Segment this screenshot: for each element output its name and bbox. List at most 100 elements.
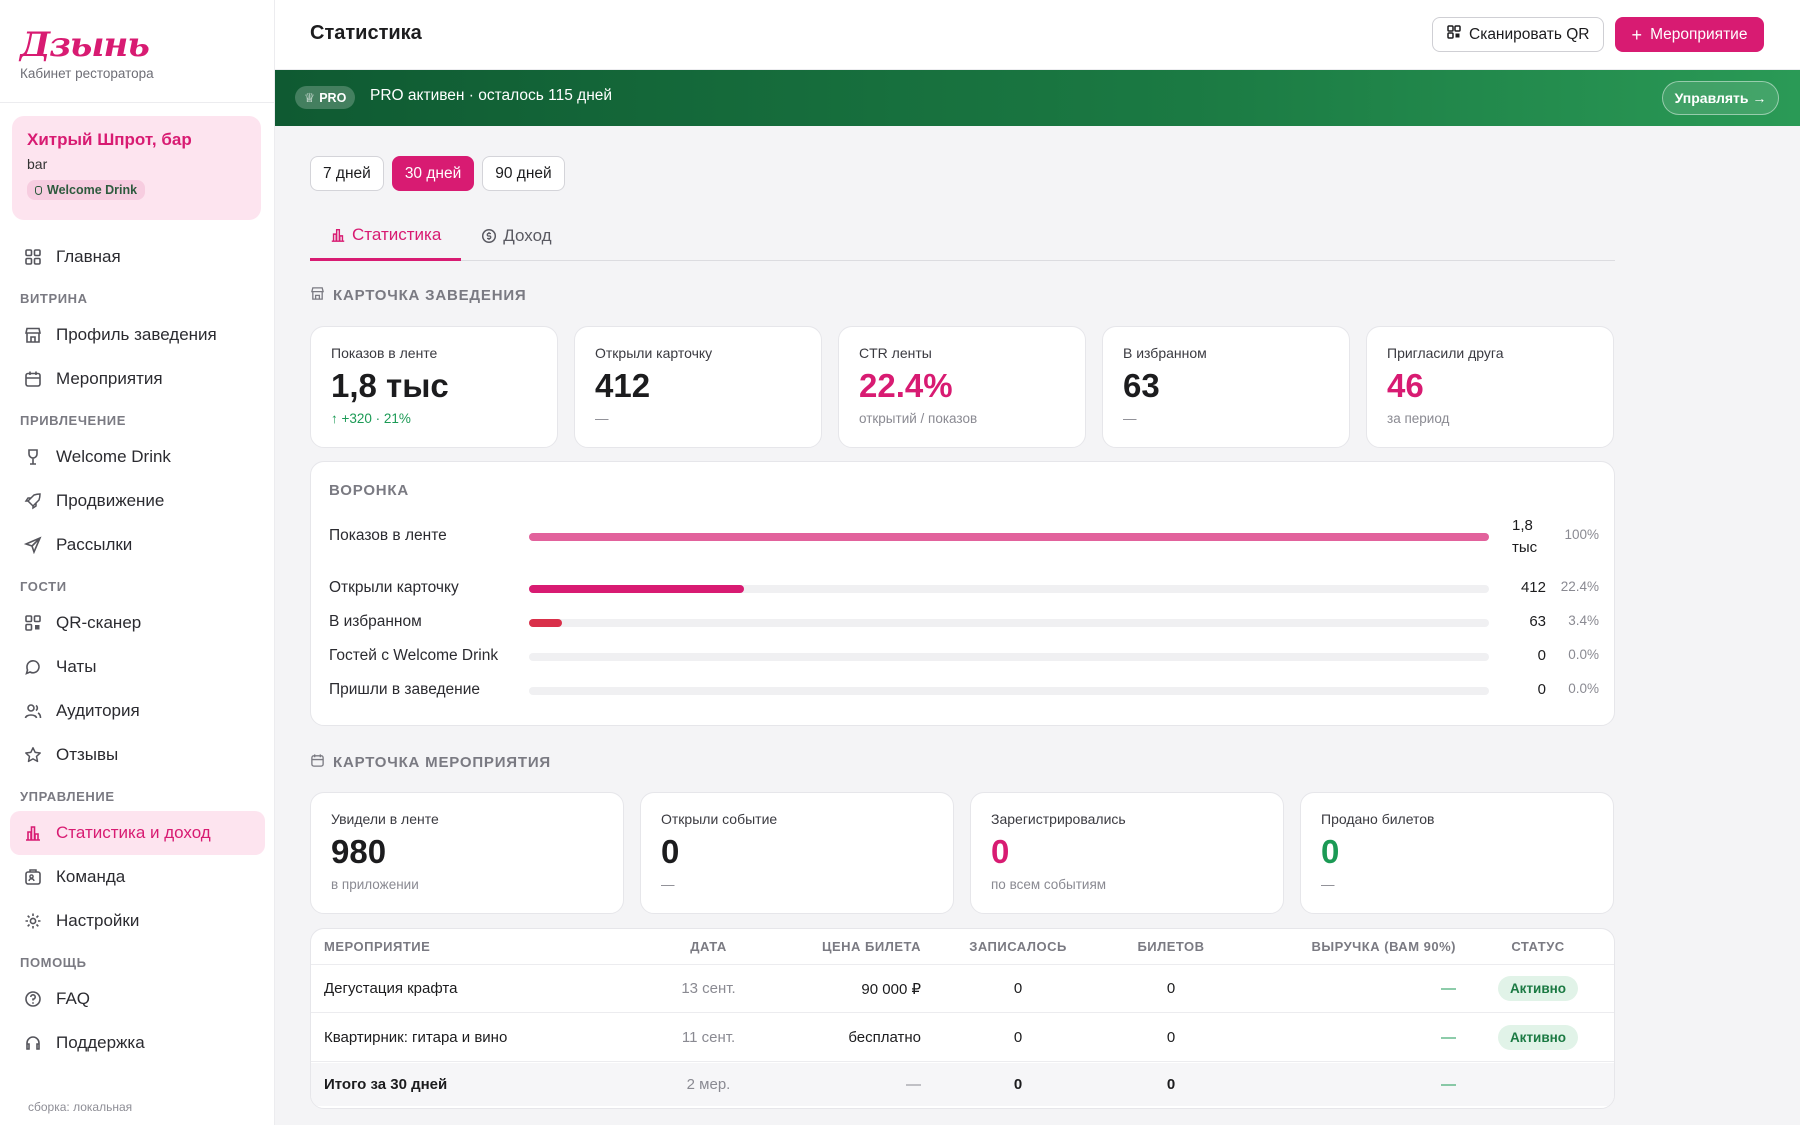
- kpi-label: Зарегистрировались: [991, 811, 1126, 827]
- sidebar-item-rocket[interactable]: Продвижение: [10, 479, 265, 523]
- kpi-subtext: ↑ +320 · 21%: [331, 411, 411, 426]
- sidebar-item-send[interactable]: Рассылки: [10, 523, 265, 567]
- sidebar-item-team[interactable]: Команда: [10, 855, 265, 899]
- funnel-row-label: Показов в ленте: [329, 527, 447, 544]
- rocket-icon: [24, 492, 42, 510]
- kpi-label: Продано билетов: [1321, 811, 1435, 827]
- nav-section-heading: УПРАВЛЕНИЕ: [20, 789, 115, 804]
- funnel-row: Пришли в заведение 0 0.0%: [329, 679, 1599, 703]
- help-circle-icon: [24, 990, 42, 1008]
- tab-statistics[interactable]: Статистика: [310, 211, 462, 261]
- venue-type: bar: [27, 156, 48, 172]
- funnel-bar-track: [529, 585, 1489, 593]
- add-event-button[interactable]: + Мероприятие: [1615, 17, 1764, 52]
- welcome-drink-badge: Welcome Drink: [27, 180, 146, 200]
- sidebar-item-store[interactable]: Профиль заведения: [10, 313, 265, 357]
- pro-banner: ♕ PRO PRO активен · осталось 115 дней Уп…: [275, 70, 1800, 126]
- funnel-row-value: 1,8 тыс: [1512, 517, 1538, 556]
- tab-income[interactable]: Доход: [461, 211, 571, 261]
- cell-price: 90 000 ₽: [861, 980, 921, 998]
- event-kpi-row: Увидели в ленте 980 в приложении Открыли со…: [310, 792, 1614, 914]
- sidebar-item-help-circle[interactable]: FAQ: [10, 977, 265, 1021]
- table-row[interactable]: Квартирник: гитара и вино 11 сент. бесплат…: [311, 1014, 1614, 1062]
- sidebar-item-label: QR-сканер: [56, 613, 142, 632]
- cell-status: Активно: [1473, 1014, 1603, 1061]
- kpi-value: 22.4%: [859, 367, 953, 404]
- sidebar-item-chat[interactable]: Чаты: [10, 645, 265, 689]
- sidebar-item-label: Welcome Drink: [56, 447, 171, 466]
- kpi-value: 0: [661, 833, 680, 870]
- kpi-card: В избранном 63 —: [1102, 326, 1350, 448]
- kpi-label: Показов в ленте: [331, 345, 438, 361]
- funnel-bar-fill: [529, 619, 562, 627]
- event-card-section-label: КАРТОЧКА МЕРОПРИЯТИЯ: [333, 754, 551, 771]
- qr-icon: [1447, 25, 1461, 44]
- sidebar-item-headset[interactable]: Поддержка: [10, 1021, 265, 1065]
- bar-chart-icon: [24, 824, 42, 842]
- funnel-bar-track: [529, 653, 1489, 661]
- nav-section-heading: ВИТРИНА: [20, 291, 88, 306]
- sidebar-item-qr[interactable]: QR-сканер: [10, 601, 265, 645]
- kpi-label: Пригласили друга: [1387, 345, 1504, 361]
- sidebar-item-bar-chart[interactable]: Статистика и доход: [10, 811, 265, 855]
- users-icon: [24, 702, 42, 720]
- funnel-row: Показов в ленте 1,8 тыс 100%: [329, 517, 1599, 556]
- venue-kpi-row: Показов в ленте 1,8 тыс ↑ +320 · 21% Открыл…: [310, 326, 1614, 448]
- kpi-subtext: —: [595, 411, 609, 426]
- table-header-row: МЕРОПРИЯТИЕ ДАТА ЦЕНА БИЛЕТА ЗАПИСАЛОСЬ БИЛЕ…: [311, 929, 1614, 965]
- kpi-card: Показов в ленте 1,8 тыс ↑ +320 · 21%: [310, 326, 558, 448]
- kpi-card: Зарегистрировались 0 по всем событиям: [970, 792, 1284, 914]
- cell-registered: 0: [1013, 1029, 1023, 1046]
- wine-glass-icon: [35, 185, 42, 195]
- tab-label: Статистика: [352, 224, 442, 244]
- cell-revenue: —: [1441, 980, 1456, 997]
- sidebar-item-label: Настройки: [56, 911, 140, 930]
- period-button[interactable]: 30 дней: [391, 156, 475, 191]
- kpi-value: 0: [1321, 833, 1340, 870]
- funnel-row-percent: 22.4%: [1560, 579, 1599, 594]
- funnel-row: Открыли карточку 412 22.4%: [329, 577, 1599, 601]
- funnel-row-label: Гостей с Welcome Drink: [329, 647, 499, 664]
- period-button[interactable]: 7 дней: [310, 156, 384, 191]
- sidebar-item-grid[interactable]: Главная: [10, 235, 265, 279]
- sidebar-item-label: Команда: [56, 867, 126, 886]
- kpi-subtext: —: [1123, 411, 1137, 426]
- total-price: —: [906, 1076, 921, 1093]
- table-row[interactable]: Дегустация крафта 13 сент. 90 000 ₽ 0 0 — Акти…: [311, 965, 1614, 1013]
- scan-qr-button[interactable]: Сканировать QR: [1432, 17, 1605, 52]
- column-header: БИЛЕТОВ: [1137, 939, 1205, 954]
- sidebar-item-users[interactable]: Аудитория: [10, 689, 265, 733]
- funnel-row-percent: 100%: [1564, 527, 1599, 542]
- kpi-card: Пригласили друга 46 за период: [1366, 326, 1614, 448]
- qr-icon: [24, 614, 42, 632]
- sidebar-nav: Главная ВИТРИНА Профиль заведения Мероприят…: [0, 235, 275, 1065]
- tabs: Статистика Доход: [310, 211, 1615, 261]
- funnel-row-percent: 3.4%: [1568, 613, 1599, 628]
- funnel-row-value: 63: [1529, 613, 1546, 630]
- kpi-value: 63: [1123, 367, 1160, 404]
- gear-icon: [24, 912, 42, 930]
- sidebar-item-label: Отзывы: [56, 745, 119, 764]
- kpi-subtext: в приложении: [331, 877, 419, 892]
- pro-status-text: PRO активен · осталось 115 дней: [370, 87, 613, 104]
- sidebar-item-wine-glass[interactable]: Welcome Drink: [10, 435, 265, 479]
- brand-logo[interactable]: Дзынь: [20, 25, 150, 65]
- funnel-title: ВОРОНКА: [329, 482, 410, 499]
- manage-pro-button[interactable]: Управлять →: [1662, 81, 1779, 115]
- kpi-value: 0: [991, 833, 1010, 870]
- sidebar-item-gear[interactable]: Настройки: [10, 899, 265, 943]
- column-header: ЗАПИСАЛОСЬ: [969, 939, 1067, 954]
- chat-icon: [24, 658, 42, 676]
- page-title: Статистика: [310, 22, 422, 44]
- sidebar-item-star[interactable]: Отзывы: [10, 733, 265, 777]
- funnel-row-label: Пришли в заведение: [329, 681, 480, 698]
- kpi-value: 980: [331, 833, 387, 870]
- period-button[interactable]: 90 дней: [482, 156, 565, 191]
- total-revenue: —: [1441, 1076, 1456, 1093]
- cell-revenue: —: [1441, 1029, 1456, 1046]
- scan-qr-label: Сканировать QR: [1469, 25, 1590, 43]
- bar-chart-icon: [330, 227, 346, 243]
- venue-card[interactable]: Хитрый Шпрот, бар bar Welcome Drink: [12, 116, 261, 220]
- sidebar-item-calendar[interactable]: Мероприятия: [10, 357, 265, 401]
- brand: Дзынь Кабинет ресторатора: [0, 0, 274, 103]
